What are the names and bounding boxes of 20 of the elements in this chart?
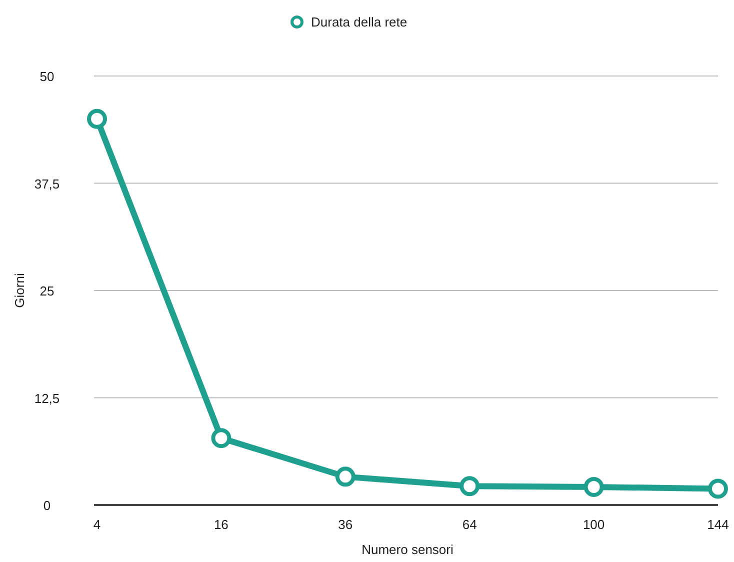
point bbox=[87, 108, 107, 129]
y-axis-title: Giorni bbox=[12, 273, 27, 308]
x-tick-label: 64 bbox=[462, 517, 477, 532]
y-tick-label: 25 bbox=[40, 284, 54, 298]
point bbox=[708, 478, 728, 499]
y-tick-label: 0 bbox=[43, 498, 51, 513]
legend-label: Durata della rete bbox=[311, 14, 408, 30]
y-tick-label: 12,5 bbox=[34, 390, 60, 406]
x-tick-label: 100 bbox=[582, 517, 605, 532]
point bbox=[211, 428, 232, 448]
x-tick-label: 36 bbox=[338, 517, 353, 532]
x-tick-label: 144 bbox=[707, 517, 729, 532]
y-tick-label: 50 bbox=[40, 69, 54, 84]
x-axis-title: Numero sensori bbox=[362, 542, 454, 557]
x-tick-label: 16 bbox=[214, 517, 228, 532]
point bbox=[584, 476, 604, 497]
x-tick-label: 4 bbox=[93, 517, 101, 532]
point bbox=[460, 476, 480, 496]
point bbox=[335, 466, 356, 487]
y-tick-label: 37,5 bbox=[34, 176, 60, 192]
